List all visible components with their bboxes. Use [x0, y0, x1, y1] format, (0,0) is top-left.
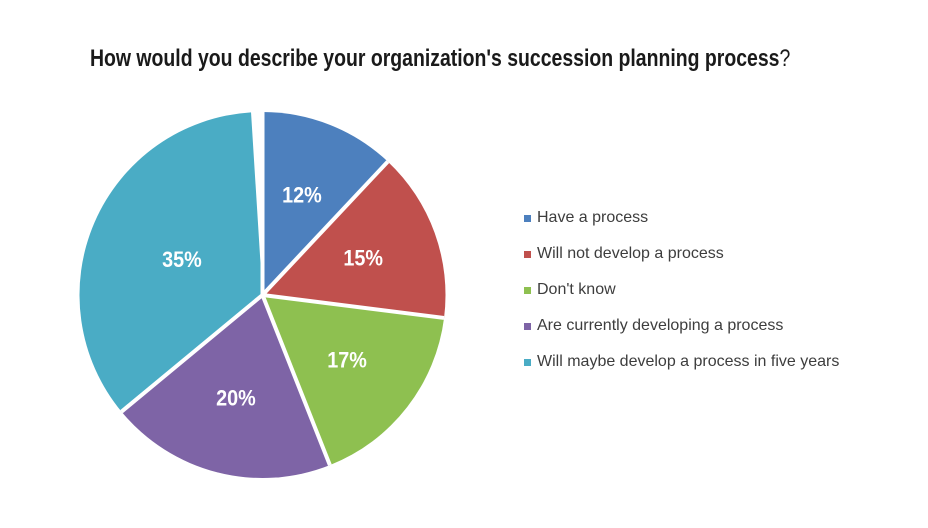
legend-label-2: Will not develop a process	[537, 245, 724, 262]
legend-item-3: Don't know	[524, 272, 839, 308]
slice-separator-4	[260, 294, 332, 466]
slice-separator-2	[261, 160, 390, 297]
pie-chart: 12% 15% 17% 20% 35%	[79, 112, 446, 479]
legend-label-3: Don't know	[537, 281, 616, 298]
legend-item-1: Have a process	[524, 200, 839, 236]
legend-swatch-2	[524, 251, 531, 258]
slice-separator-5	[120, 293, 264, 414]
chart-title-question-mark: ?	[779, 45, 791, 72]
chart-title-text: How would you describe your organization…	[90, 45, 780, 72]
legend-swatch-1	[524, 215, 531, 222]
legend: Have a process Will not develop a process…	[524, 200, 839, 380]
pie-slice-label-5: 35%	[162, 248, 202, 272]
slice-separator-3	[262, 293, 445, 320]
legend-label-1: Have a process	[537, 209, 649, 226]
pie-slice-2	[262, 161, 446, 318]
pie-slice-1	[262, 112, 388, 295]
pie-slice-5	[79, 112, 263, 412]
pie-slice-label-3: 17%	[327, 349, 367, 373]
legend-item-4: Are currently developing a process	[524, 308, 839, 344]
legend-item-2: Will not develop a process	[524, 236, 839, 272]
pie-slice-label-4: 20%	[216, 387, 256, 411]
legend-item-5: Will maybe develop a process in five yea…	[524, 344, 839, 380]
pie-slice-label-2: 15%	[343, 247, 383, 271]
legend-label-4: Are currently developing a process	[537, 317, 784, 334]
pie-slice-label-1: 12%	[282, 183, 322, 207]
legend-swatch-3	[524, 287, 531, 294]
pie-slice-4	[121, 295, 330, 479]
legend-swatch-4	[524, 323, 531, 330]
chart-title: How would you describe your organization…	[90, 46, 790, 72]
pie-slice-3	[262, 295, 445, 466]
legend-swatch-5	[524, 359, 531, 366]
legend-label-5: Will maybe develop a process in five yea…	[537, 353, 840, 370]
